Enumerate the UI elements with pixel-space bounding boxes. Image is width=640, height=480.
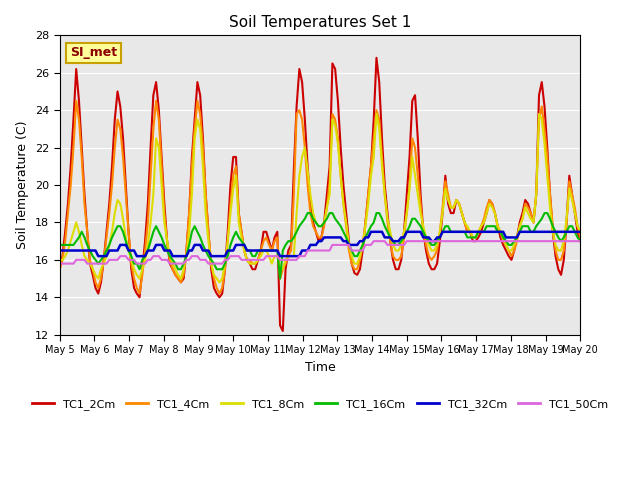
Title: Soil Temperatures Set 1: Soil Temperatures Set 1 bbox=[229, 15, 411, 30]
Y-axis label: Soil Temperature (C): Soil Temperature (C) bbox=[17, 121, 29, 249]
Text: SI_met: SI_met bbox=[70, 46, 117, 60]
X-axis label: Time: Time bbox=[305, 360, 335, 374]
Legend: TC1_2Cm, TC1_4Cm, TC1_8Cm, TC1_16Cm, TC1_32Cm, TC1_50Cm: TC1_2Cm, TC1_4Cm, TC1_8Cm, TC1_16Cm, TC1… bbox=[28, 394, 612, 414]
